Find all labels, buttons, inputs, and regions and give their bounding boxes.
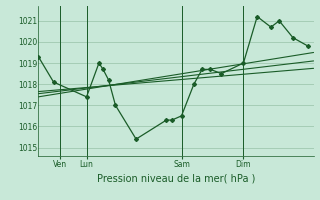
X-axis label: Pression niveau de la mer( hPa ): Pression niveau de la mer( hPa ) xyxy=(97,173,255,183)
